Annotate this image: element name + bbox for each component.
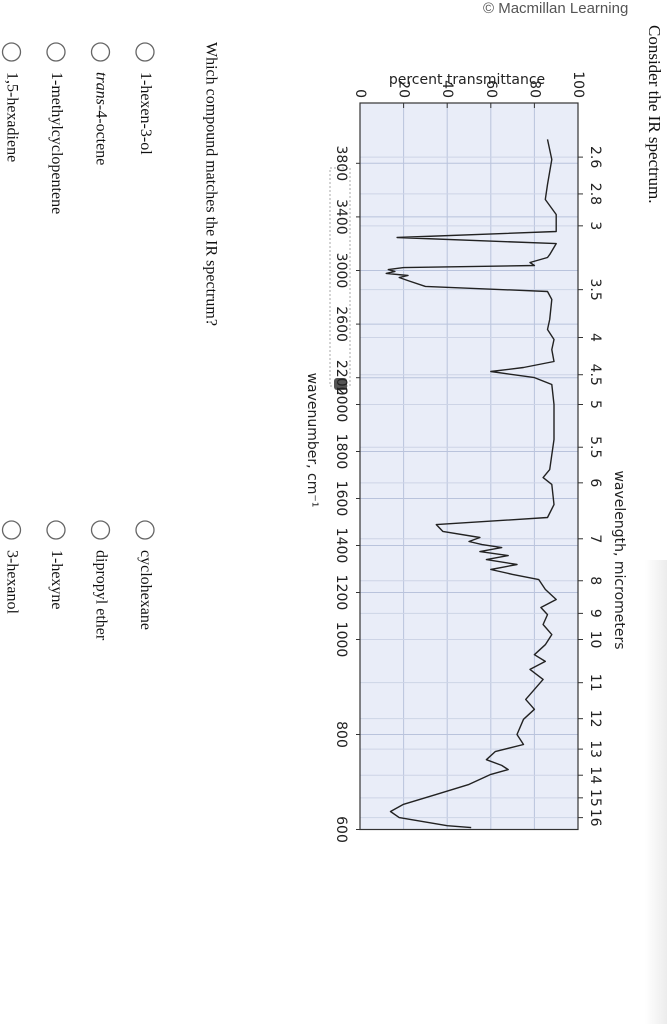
- x-tick-label: 1200: [333, 575, 349, 611]
- x2-tick-label: 11: [587, 674, 603, 692]
- option-italic: trans: [93, 72, 110, 105]
- x-tick-label: 3800: [333, 145, 349, 181]
- question-text: Which compound matches the IR spectrum?: [202, 42, 219, 326]
- x2-tick-label: 4: [587, 333, 603, 342]
- radio-button: [135, 520, 155, 540]
- option-label: 1-hexyne: [48, 550, 65, 610]
- y-tick-label: 40: [439, 80, 455, 98]
- y-axis-title: percent transmittance: [389, 72, 545, 88]
- x-tick-label: 2000: [333, 387, 349, 423]
- x2-tick-label: 4.5: [587, 364, 603, 386]
- answer-option[interactable]: cyclohexane: [135, 520, 155, 630]
- y-tick-label: 0: [352, 89, 368, 98]
- x2-tick-label: 6: [587, 478, 603, 487]
- credit: © Macmillan Learning: [483, 0, 629, 17]
- x-tick-label: 1000: [333, 622, 349, 658]
- option-label: 1-hexen-3-ol: [137, 72, 154, 155]
- answer-option[interactable]: dipropyl ether: [90, 520, 111, 641]
- x-tick-label: 2600: [333, 306, 349, 342]
- answer-option[interactable]: 1-methylcyclopentene: [46, 42, 66, 214]
- x2-tick-label: 10: [587, 631, 603, 649]
- x-tick-label: 1800: [333, 434, 349, 470]
- answer-option[interactable]: 3-hexanol: [1, 520, 22, 615]
- x2-tick-label: 13: [587, 740, 603, 758]
- x2-tick-label: 3.5: [587, 279, 603, 301]
- option-text: dipropyl ether: [93, 550, 110, 641]
- radio-button: [1, 520, 22, 540]
- option-text: 1-hexen-3-ol: [137, 72, 154, 155]
- x-axis-title: wavenumber, cm⁻¹: [304, 373, 320, 508]
- page-edge: [645, 560, 667, 1024]
- plot-area: [360, 103, 578, 830]
- answer-option[interactable]: 1-hexen-3-ol: [135, 42, 155, 155]
- x2-tick-label: 5: [587, 400, 603, 409]
- x-tick-label: 600: [333, 816, 349, 843]
- x2-tick-label: 14: [587, 766, 603, 784]
- plot-frame: [359, 102, 579, 831]
- x-tick-label: 800: [333, 721, 349, 748]
- x2-tick-label: 2.8: [587, 183, 603, 205]
- x2-tick-label: 7: [587, 534, 603, 543]
- option-text: -4-octene: [93, 105, 110, 165]
- radio-button: [135, 42, 155, 62]
- x2-tick-label: 5.5: [587, 436, 603, 458]
- radio-button: [46, 42, 66, 62]
- x2-tick-label: 9: [587, 609, 603, 618]
- option-label: 1,5-hexadiene: [4, 72, 21, 162]
- x2-tick-label: 8: [587, 576, 603, 585]
- y-tick-label: 100: [570, 71, 586, 98]
- radio-button: [90, 42, 111, 62]
- option-text: cyclohexane: [137, 550, 154, 630]
- y-tick-label: 80: [526, 80, 542, 98]
- radio-button: [90, 520, 111, 540]
- option-label: dipropyl ether: [93, 550, 110, 641]
- answer-option[interactable]: 1-hexyne: [46, 520, 66, 610]
- answer-option[interactable]: 1,5-hexadiene: [1, 42, 22, 162]
- option-text: 1,5-hexadiene: [4, 72, 21, 162]
- x-tick-label: 1400: [333, 528, 349, 564]
- x2-tick-label: 2.6: [587, 146, 603, 168]
- x2-tick-label: 3: [587, 221, 603, 230]
- radio-button: [1, 42, 22, 62]
- option-text: 1-hexyne: [48, 550, 65, 610]
- option-label: cyclohexane: [137, 550, 154, 630]
- x-tick-label: 3400: [333, 199, 349, 235]
- y-tick-label: 60: [483, 80, 499, 98]
- cursor-icon: [334, 378, 347, 390]
- y-tick-label: 20: [396, 80, 412, 98]
- x2-tick-label: 16: [587, 809, 603, 827]
- radio-button: [46, 520, 66, 540]
- answer-option[interactable]: trans-4-octene: [90, 42, 111, 165]
- option-text: 1-methylcyclopentene: [48, 72, 65, 214]
- x2-axis-title: wavelength, micrometers: [611, 470, 627, 649]
- option-label: 1-methylcyclopentene: [48, 72, 65, 214]
- x-tick-label: 2200: [333, 360, 349, 396]
- option-label: 3-hexanol: [4, 550, 21, 615]
- x2-tick-label: 12: [587, 710, 603, 728]
- x-tick-label: 1600: [333, 481, 349, 517]
- prompt: Consider the IR spectrum.: [645, 25, 664, 203]
- option-text: 3-hexanol: [4, 550, 21, 615]
- x2-tick-label: 15: [587, 789, 603, 807]
- option-label: trans-4-octene: [93, 72, 110, 165]
- x-tick-label: 3000: [333, 253, 349, 289]
- spectrum-line: [385, 139, 557, 829]
